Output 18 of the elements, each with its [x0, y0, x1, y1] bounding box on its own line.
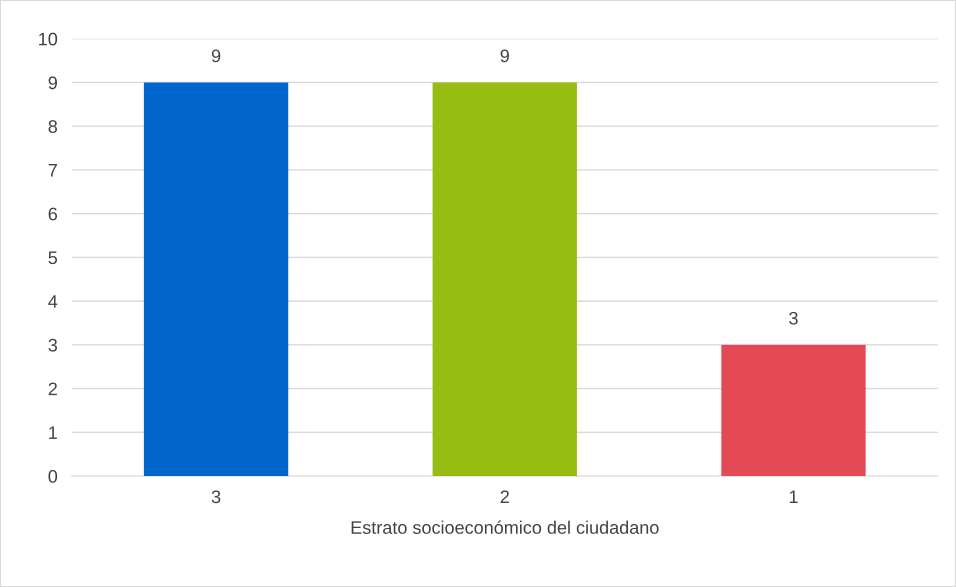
x-tick-label: 3: [212, 490, 220, 504]
y-tick-label: 9: [48, 76, 57, 90]
data-label: 9: [212, 49, 220, 62]
y-tick-label: 7: [48, 164, 57, 176]
y-tick-label: 3: [48, 338, 58, 352]
x-tick-label: 1: [790, 490, 798, 504]
y-tick-label: 5: [48, 252, 58, 264]
y-tick-label: 2: [48, 382, 57, 396]
data-label: 9: [500, 49, 509, 62]
y-tick-label: 4: [48, 295, 58, 308]
x-axis-title: Estrato socioeconómico del ciudadano: [352, 520, 659, 534]
y-tick-label: 1: [49, 426, 57, 439]
y-tick-label: 0: [48, 470, 58, 483]
y-tick-label: 6: [48, 208, 58, 220]
data-label: 3: [789, 312, 798, 325]
y-tick-label: 10: [39, 32, 58, 46]
x-tick-label: 2: [500, 490, 509, 504]
y-tick-label: 8: [48, 120, 58, 133]
